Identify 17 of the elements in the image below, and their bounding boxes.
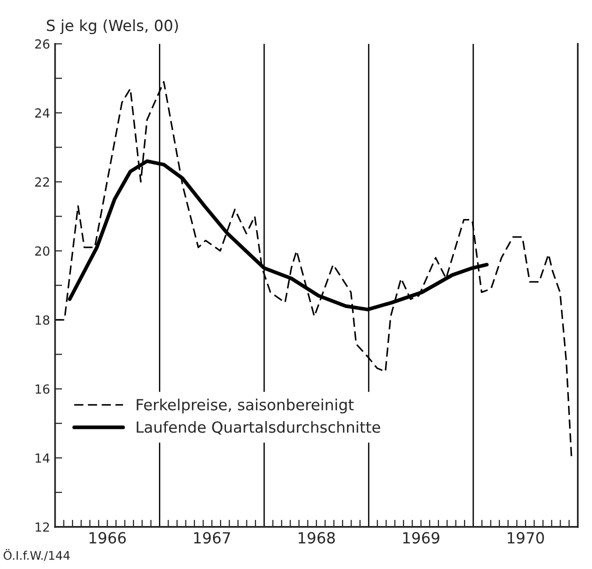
x-tick-label: 1967 xyxy=(194,532,230,544)
y-tick-label: 16 xyxy=(36,384,50,394)
x-tick-label: 1966 xyxy=(90,532,126,544)
y-tick-label: 26 xyxy=(35,39,50,49)
legend-label: Laufende Quartalsdurchschnitte xyxy=(136,421,380,435)
x-tick-label: 1969 xyxy=(403,532,440,544)
x-tick-label: 1968 xyxy=(298,532,335,544)
y-tick-label: 18 xyxy=(36,315,50,325)
y-tick-label: 14 xyxy=(36,454,50,463)
legend-label: Ferkelpreise, saisonbereinigt xyxy=(136,398,354,414)
y-axis-title: S je kg (Wels, 00) xyxy=(46,19,178,34)
y-tick-label: 22 xyxy=(35,177,49,187)
y-tick-label: 24 xyxy=(35,108,50,118)
x-tick-label: 1970 xyxy=(508,532,544,544)
y-tick-label: 12 xyxy=(36,522,49,532)
y-tick-label: 20 xyxy=(35,246,50,256)
text: Ö.I.f.W./144 xyxy=(4,548,70,561)
